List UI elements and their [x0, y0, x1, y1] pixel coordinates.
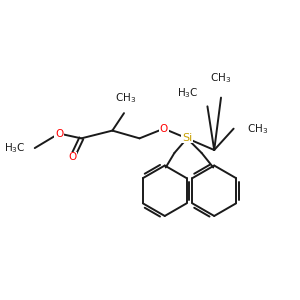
FancyBboxPatch shape [181, 134, 193, 143]
Text: H$_3$C: H$_3$C [177, 86, 199, 100]
Text: O: O [55, 128, 63, 139]
Text: O: O [160, 124, 168, 134]
Text: CH$_3$: CH$_3$ [247, 122, 268, 136]
FancyBboxPatch shape [54, 129, 64, 138]
FancyBboxPatch shape [68, 152, 77, 161]
Text: Si: Si [182, 134, 192, 143]
Text: O: O [68, 152, 77, 162]
Text: CH$_3$: CH$_3$ [115, 92, 136, 105]
Text: CH$_3$: CH$_3$ [210, 71, 232, 85]
Text: H$_3$C: H$_3$C [4, 141, 26, 155]
FancyBboxPatch shape [159, 124, 169, 133]
